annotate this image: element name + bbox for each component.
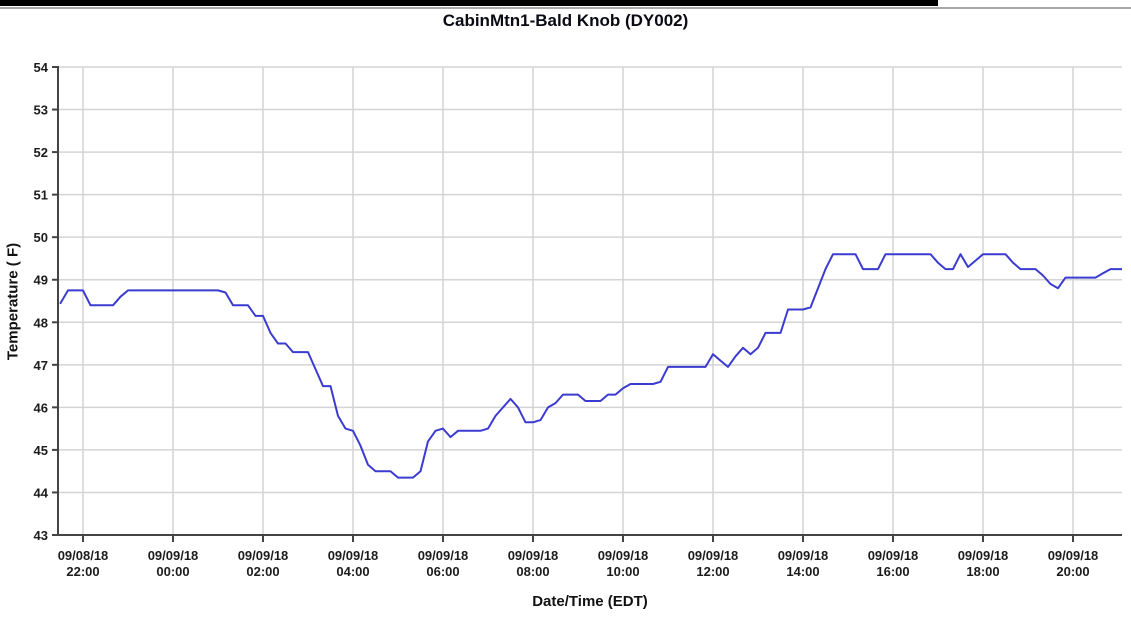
y-tick-label: 46 xyxy=(34,400,48,415)
y-tick-label: 50 xyxy=(34,230,48,245)
gridlines xyxy=(58,66,1122,535)
y-tick-label: 51 xyxy=(34,188,48,203)
x-tick-label: 09/09/18 18:00 xyxy=(958,548,1009,579)
x-tick-label: 09/09/18 12:00 xyxy=(688,548,739,579)
temperature-line xyxy=(59,253,1122,479)
x-tick-label: 09/09/18 20:00 xyxy=(1048,548,1099,579)
window-top-bar xyxy=(0,0,938,6)
y-tick-label: 44 xyxy=(34,485,49,500)
y-tick-label: 43 xyxy=(34,528,48,543)
x-tick-label: 09/09/18 02:00 xyxy=(238,548,289,579)
x-tick-label: 09/09/18 00:00 xyxy=(148,548,199,579)
x-tick-label: 09/09/18 10:00 xyxy=(598,548,649,579)
y-tick-label: 49 xyxy=(34,273,48,288)
chart-title: CabinMtn1-Bald Knob (DY002) xyxy=(442,11,689,30)
x-tick-label: 09/09/18 08:00 xyxy=(508,548,559,579)
axis-ticks xyxy=(52,66,1074,542)
y-tick-label: 47 xyxy=(34,358,48,373)
y-tick-label: 45 xyxy=(34,443,48,458)
x-tick-label: 09/09/18 14:00 xyxy=(778,548,829,579)
y-tick-label: 54 xyxy=(34,60,49,75)
x-tick-label: 09/09/18 04:00 xyxy=(328,548,379,579)
window-top-rule xyxy=(0,7,1131,9)
x-tick-label: 09/08/18 22:00 xyxy=(58,548,109,579)
y-tick-label: 48 xyxy=(34,315,48,330)
x-tick-label: 09/09/18 06:00 xyxy=(418,548,469,579)
y-tick-label: 52 xyxy=(34,145,48,160)
x-tick-label: 09/09/18 16:00 xyxy=(868,548,919,579)
y-tick-label: 53 xyxy=(34,103,48,118)
x-axis-title: Date/Time (EDT) xyxy=(532,593,648,610)
axis-tick-labels: 43 44 45 46 47 48 49 50 51 52 53 54 09/08/18 22:00 09/… xyxy=(34,60,1099,579)
